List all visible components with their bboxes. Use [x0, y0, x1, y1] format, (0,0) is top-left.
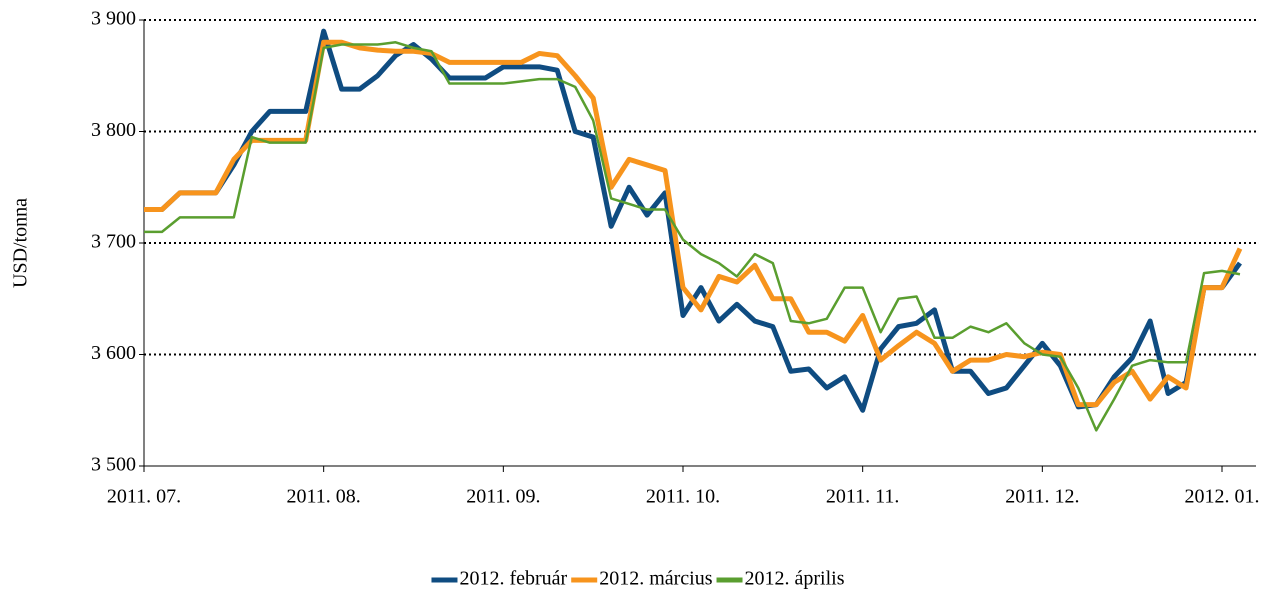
x-tick-label: 2011. 07.	[107, 486, 181, 508]
y-tick-label: 3 500	[91, 454, 136, 476]
x-tick-label: 2011. 08.	[287, 486, 361, 508]
x-tick-label: 2011. 09.	[466, 486, 540, 508]
series-line	[144, 28, 1242, 413]
series-line	[144, 41, 1241, 432]
y-tick-label: 3 900	[91, 8, 136, 30]
x-tick-label: 2012. 01.	[1185, 486, 1260, 508]
y-tick-label: 3 700	[91, 231, 136, 253]
legend: 2012. február 2012. március 2012. április	[431, 568, 845, 590]
legend-label: 2012. április	[745, 568, 845, 590]
y-tick-label: 3 800	[91, 119, 136, 141]
series-line	[144, 39, 1243, 408]
x-tick-label: 2011. 10.	[646, 486, 720, 508]
x-tick-label: 2011. 12.	[1005, 486, 1079, 508]
y-tick-label: 3 600	[91, 342, 136, 364]
y-axis-label: USD/tonna	[10, 198, 32, 288]
legend-label: 2012. március	[599, 568, 713, 590]
legend-label: 2012. február	[459, 568, 567, 590]
x-tick-label: 2011. 11.	[826, 486, 900, 508]
